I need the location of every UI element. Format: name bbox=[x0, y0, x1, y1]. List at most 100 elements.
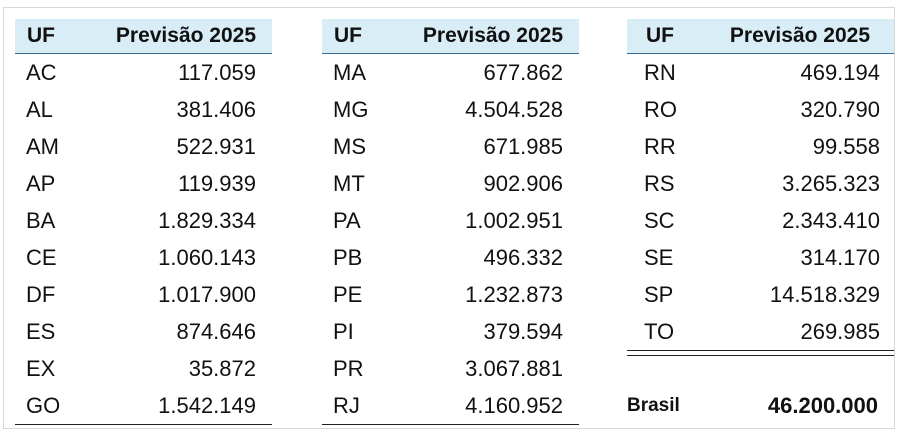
uf-cell: ES bbox=[26, 318, 56, 344]
uf-cell: RO bbox=[644, 96, 677, 122]
table-row: BA 1.829.334 bbox=[15, 202, 272, 239]
table-row: MG 4.504.528 bbox=[322, 91, 579, 128]
uf-cell: DF bbox=[26, 281, 56, 307]
uf-cell: AC bbox=[26, 59, 57, 85]
table-row: AM 522.931 bbox=[15, 128, 272, 165]
uf-cell: AL bbox=[26, 96, 53, 122]
table-row: SP 14.518.329 bbox=[627, 276, 894, 313]
uf-cell: SC bbox=[644, 207, 675, 233]
previsao-header: Previsão 2025 bbox=[422, 24, 563, 47]
table-row: MA 677.862 bbox=[322, 54, 579, 91]
value-cell: 314.170 bbox=[800, 244, 880, 270]
table-header: UF Previsão 2025 bbox=[322, 19, 579, 54]
uf-cell: PA bbox=[333, 207, 361, 233]
value-cell: 1.017.900 bbox=[158, 281, 256, 307]
value-cell: 496.332 bbox=[483, 244, 563, 270]
uf-header: UF bbox=[334, 24, 362, 47]
uf-cell: RN bbox=[644, 59, 676, 85]
uf-cell: AM bbox=[26, 133, 59, 159]
table-row: RN 469.194 bbox=[627, 54, 894, 91]
value-cell: 902.906 bbox=[483, 170, 563, 196]
table-row: PE 1.232.873 bbox=[322, 276, 579, 313]
table-row: CE 1.060.143 bbox=[15, 239, 272, 276]
table-row: AL 381.406 bbox=[15, 91, 272, 128]
value-cell: 1.060.143 bbox=[158, 244, 256, 270]
uf-cell: RJ bbox=[333, 392, 360, 418]
value-cell: 320.790 bbox=[800, 96, 880, 122]
total-label: Brasil bbox=[627, 395, 680, 416]
table-header: UF Previsão 2025 bbox=[627, 19, 894, 54]
uf-cell: MT bbox=[333, 170, 365, 196]
uf-cell: MS bbox=[333, 133, 366, 159]
value-cell: 4.160.952 bbox=[465, 392, 563, 418]
previsao-header: Previsão 2025 bbox=[115, 24, 256, 47]
table-3: UF Previsão 2025 RN 469.194 RO 320.790 RR 9… bbox=[627, 19, 894, 356]
uf-cell: RR bbox=[644, 133, 676, 159]
uf-cell: SE bbox=[644, 244, 674, 270]
uf-cell: PE bbox=[333, 281, 363, 307]
uf-cell: MG bbox=[333, 96, 369, 122]
value-cell: 99.558 bbox=[812, 133, 880, 159]
value-cell: 35.872 bbox=[188, 355, 256, 381]
total-value: 46.200.000 bbox=[767, 393, 878, 418]
value-cell: 677.862 bbox=[483, 59, 563, 85]
uf-cell: PR bbox=[333, 355, 364, 381]
uf-cell: RS bbox=[644, 170, 675, 196]
uf-cell: BA bbox=[26, 207, 56, 233]
uf-header: UF bbox=[646, 24, 674, 47]
value-cell: 1.002.951 bbox=[465, 207, 563, 233]
value-cell: 1.232.873 bbox=[465, 281, 563, 307]
table-row: RS 3.265.323 bbox=[627, 165, 894, 202]
uf-cell: PB bbox=[333, 244, 363, 270]
value-cell: 2.343.410 bbox=[782, 207, 880, 233]
table-row: AC 117.059 bbox=[15, 54, 272, 91]
table-row: PA 1.002.951 bbox=[322, 202, 579, 239]
uf-cell: TO bbox=[644, 318, 675, 344]
value-cell: 14.518.329 bbox=[769, 281, 880, 307]
table-bottom-border bbox=[15, 424, 272, 425]
table-row: MS 671.985 bbox=[322, 128, 579, 165]
value-cell: 469.194 bbox=[800, 59, 880, 85]
table-header: UF Previsão 2025 bbox=[15, 19, 272, 54]
value-cell: 381.406 bbox=[176, 96, 256, 122]
uf-cell: SP bbox=[644, 281, 674, 307]
value-cell: 3.265.323 bbox=[782, 170, 880, 196]
table-row: GO 1.542.149 bbox=[15, 387, 272, 424]
table-row: AP 119.939 bbox=[15, 165, 272, 202]
value-cell: 1.542.149 bbox=[158, 392, 256, 418]
table-1: UF Previsão 2025 AC 117.059 AL 381.406 AM 5… bbox=[15, 19, 272, 425]
value-cell: 119.939 bbox=[178, 170, 256, 196]
table-row: PR 3.067.881 bbox=[322, 350, 579, 387]
value-cell: 269.985 bbox=[800, 318, 880, 344]
table-row: PB 496.332 bbox=[322, 239, 579, 276]
uf-cell: CE bbox=[26, 244, 57, 270]
uf-header: UF bbox=[27, 24, 55, 47]
value-cell: 1.829.334 bbox=[158, 207, 256, 233]
table-row: RR 99.558 bbox=[627, 128, 894, 165]
table-frame bbox=[3, 7, 895, 429]
table-row: SE 314.170 bbox=[627, 239, 894, 276]
table-row: SC 2.343.410 bbox=[627, 202, 894, 239]
table-row: EX 35.872 bbox=[15, 350, 272, 387]
table-row: ES 874.646 bbox=[15, 313, 272, 350]
table-row: RO 320.790 bbox=[627, 91, 894, 128]
table-row: PI 379.594 bbox=[322, 313, 579, 350]
uf-cell: PI bbox=[333, 318, 354, 344]
value-cell: 117.059 bbox=[178, 59, 256, 85]
value-cell: 4.504.528 bbox=[465, 96, 563, 122]
table-row: MT 902.906 bbox=[322, 165, 579, 202]
value-cell: 379.594 bbox=[483, 318, 563, 344]
value-cell: 874.646 bbox=[176, 318, 256, 344]
table-2: UF Previsão 2025 MA 677.862 MG 4.504.528 M… bbox=[322, 19, 579, 425]
uf-cell: GO bbox=[26, 392, 61, 418]
table-row: TO 269.985 bbox=[627, 313, 894, 350]
table-row: RJ 4.160.952 bbox=[322, 387, 579, 424]
table-row: DF 1.017.900 bbox=[15, 276, 272, 313]
uf-cell: AP bbox=[26, 170, 56, 196]
total-row: Brasil 46.200.000 bbox=[627, 393, 885, 419]
value-cell: 671.985 bbox=[483, 133, 563, 159]
uf-cell: MA bbox=[333, 59, 366, 85]
table-bottom-border bbox=[322, 424, 579, 425]
previsao-header: Previsão 2025 bbox=[729, 24, 870, 47]
value-cell: 522.931 bbox=[176, 133, 256, 159]
